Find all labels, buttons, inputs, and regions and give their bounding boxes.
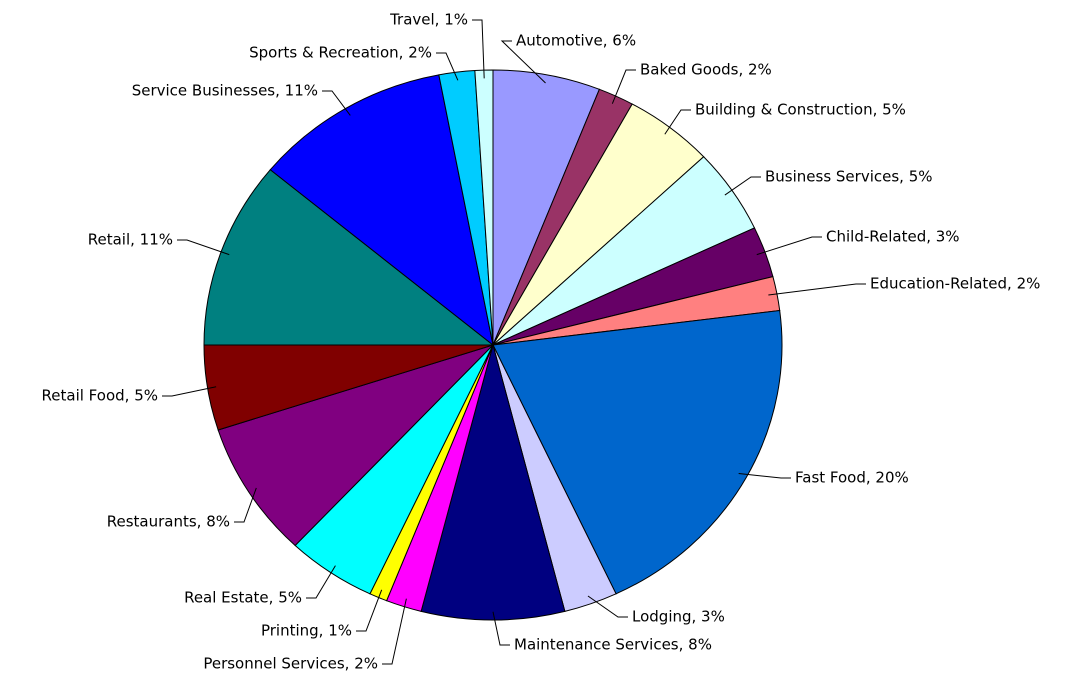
leader-line [162, 386, 217, 397]
slice-label: Fast Food, 20% [795, 469, 909, 487]
pie-slice [269, 74, 494, 347]
pie-slice [492, 309, 783, 595]
leader-line [756, 236, 822, 256]
leader-line [382, 598, 407, 665]
pie-slice [420, 343, 566, 621]
slice-label: Building & Construction, 5% [695, 101, 906, 119]
leader-line [356, 589, 383, 632]
slice-label: Lodging, 3% [632, 608, 725, 626]
slice-label: Travel, 1% [389, 11, 468, 29]
slice-label: Real Estate, 5% [184, 589, 302, 607]
leader-line [306, 565, 336, 599]
slice-label: Education-Related, 2% [870, 275, 1040, 293]
slice-label: Maintenance Services, 8% [514, 636, 712, 654]
pie-slice [217, 344, 494, 547]
slice-label: Printing, 1% [261, 622, 352, 640]
leader-line [322, 90, 351, 116]
slice-label: Retail Food, 5% [42, 387, 158, 405]
leader-line [611, 69, 636, 104]
slice-label: Automotive, 6% [516, 32, 636, 50]
leader-line [492, 611, 510, 646]
slice-label: Restaurants, 8% [107, 513, 230, 531]
leader-line [724, 176, 761, 196]
leader-line [177, 239, 230, 256]
slice-label: Child-Related, 3% [826, 228, 960, 246]
leader-line [768, 283, 866, 296]
slice-label: Personnel Services, 2% [203, 655, 378, 673]
leader-line [472, 19, 485, 79]
leader-line [587, 595, 628, 618]
leader-line [436, 52, 459, 81]
leader-line [738, 473, 791, 479]
leader-line [664, 109, 691, 135]
slice-label: Business Services, 5% [765, 168, 933, 186]
slice-label: Sports & Recreation, 2% [249, 44, 432, 62]
slice-label: Service Businesses, 11% [132, 82, 318, 100]
leader-line [500, 40, 546, 84]
slice-label: Baked Goods, 2% [640, 61, 772, 79]
slice-label: Retail, 11% [88, 231, 173, 249]
leader-line [234, 487, 257, 523]
